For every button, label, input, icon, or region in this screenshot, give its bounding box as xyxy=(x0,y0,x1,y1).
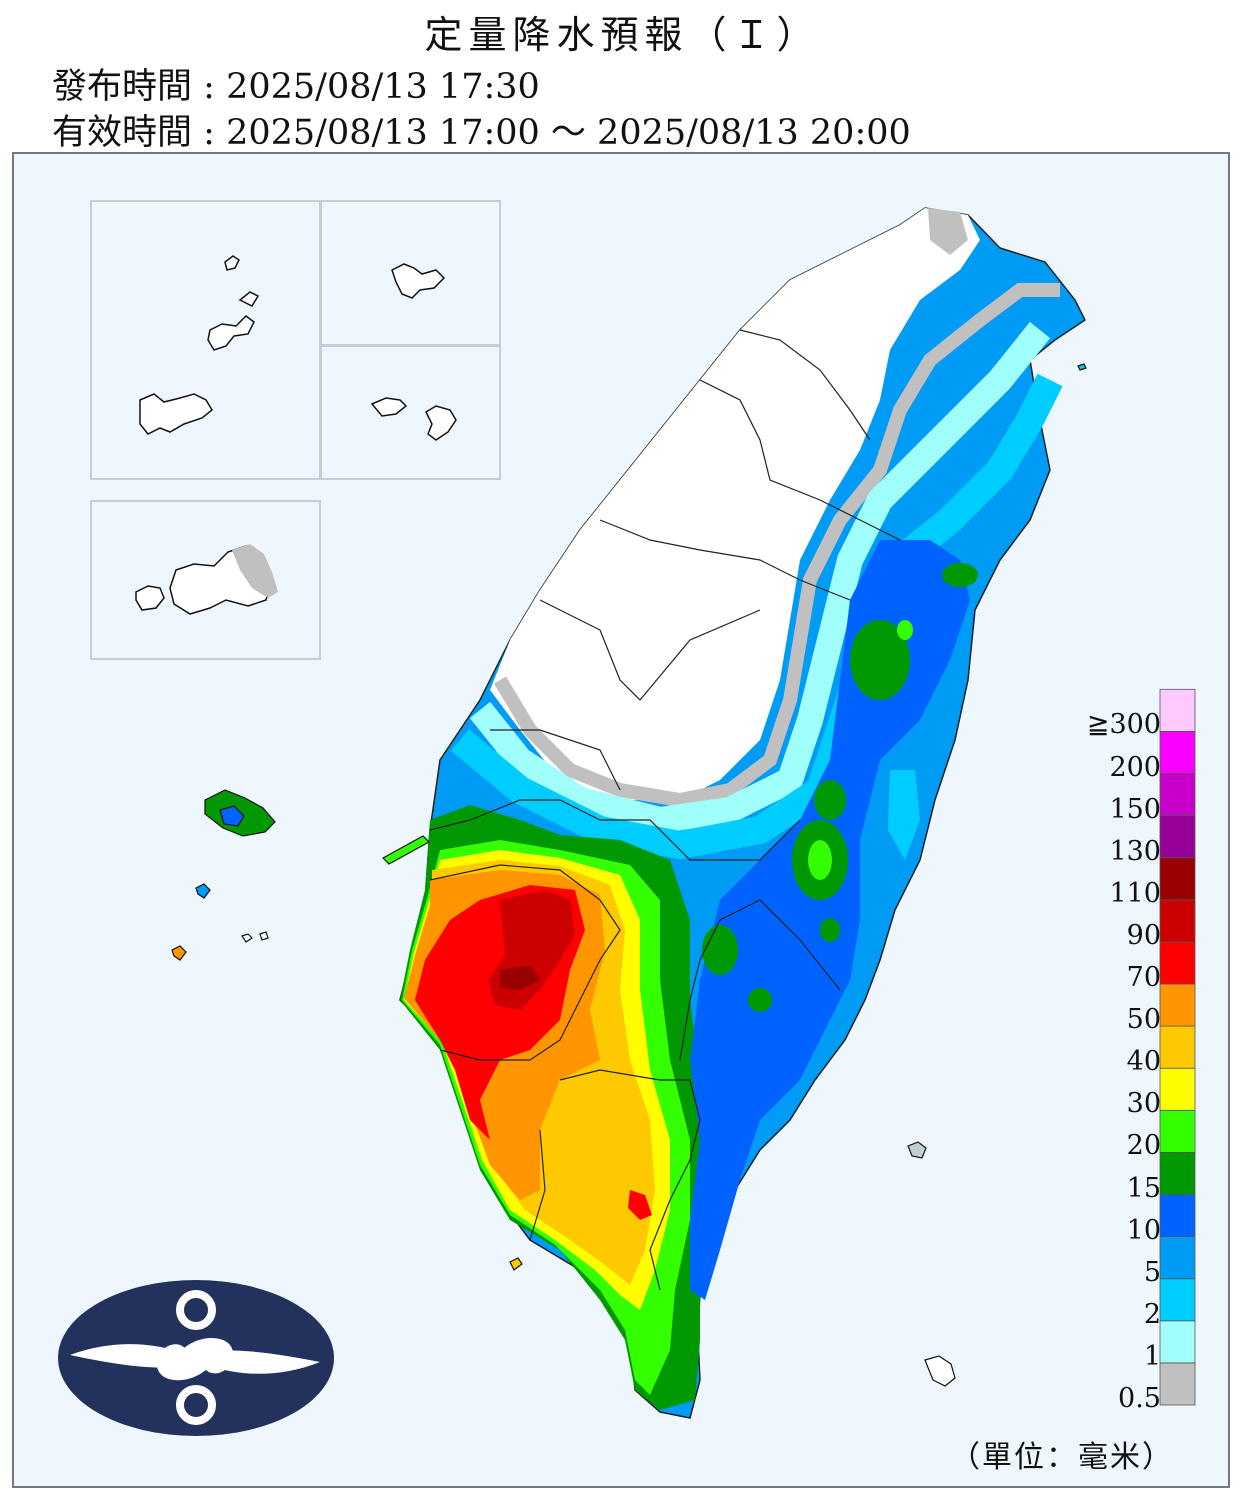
legend-swatch xyxy=(1159,1278,1196,1322)
legend-swatch xyxy=(1159,1067,1196,1111)
legend-swatch xyxy=(1159,1194,1196,1237)
east-green-spots xyxy=(702,563,978,1012)
legend-swatch xyxy=(1159,688,1196,732)
legend-label: 1 xyxy=(1143,1340,1161,1372)
legend-swatch xyxy=(1159,899,1196,943)
legend-label: 20 xyxy=(1126,1130,1161,1162)
legend-label: 2 xyxy=(1143,1298,1161,1330)
legend-unit: （單位：毫米） xyxy=(950,1440,1174,1475)
legend-swatch xyxy=(1159,815,1196,859)
legend-label: 0.5 xyxy=(1118,1383,1161,1414)
east-islands xyxy=(382,363,1087,1387)
penghu-islands xyxy=(171,789,276,961)
north-dry-area xyxy=(490,208,980,800)
legend-swatch xyxy=(1159,731,1196,774)
legend-label: 50 xyxy=(1126,1004,1161,1036)
legend-swatch xyxy=(1159,1109,1196,1153)
grey-cap xyxy=(928,208,968,255)
legend-label: 110 xyxy=(1109,877,1161,909)
legend-label: 5 xyxy=(1143,1256,1161,1288)
issue-time: 2025/08/13 17:30 xyxy=(226,67,540,107)
county-boundaries xyxy=(429,329,901,1291)
inset-matsu-box xyxy=(90,200,321,480)
legend-color-bar xyxy=(1159,688,1196,1406)
legend-swatch xyxy=(1159,773,1196,816)
lieyu-island xyxy=(135,585,165,611)
legend-swatch xyxy=(1159,1025,1196,1069)
dongyin-island xyxy=(391,263,446,299)
inset-islands xyxy=(135,255,457,615)
matsu-south-island xyxy=(139,393,213,435)
legend-swatch xyxy=(1159,1320,1196,1364)
valid-label: 有效時間 xyxy=(52,113,193,153)
matsu-north-islands xyxy=(207,255,260,351)
legend-swatch xyxy=(1159,1362,1196,1406)
grey-band xyxy=(493,283,1060,808)
east-lime-spots xyxy=(808,620,913,880)
south-red-patch xyxy=(628,1190,652,1220)
maroon-zone xyxy=(500,965,540,990)
east-cyan-patch xyxy=(888,770,920,860)
inset-juguang-box xyxy=(320,345,501,480)
legend-label: 40 xyxy=(1126,1046,1161,1078)
legend-label: 30 xyxy=(1126,1088,1161,1120)
legend-swatch xyxy=(1159,857,1196,901)
juguang-islands xyxy=(370,397,457,441)
legend-label: 200 xyxy=(1109,751,1161,783)
map-title: 定量降水預報（Ｉ） xyxy=(424,13,821,57)
legend-label: 130 xyxy=(1109,835,1161,867)
kinmen-rain-area xyxy=(232,544,278,598)
cyan-band xyxy=(469,321,1051,834)
legend-swatch xyxy=(1159,1236,1196,1280)
cwa-logo-icon xyxy=(58,1280,334,1436)
legend-label: 150 xyxy=(1109,793,1161,825)
legend-label: 15 xyxy=(1126,1172,1161,1204)
inset-boxes xyxy=(90,200,501,660)
valid-time: 2025/08/13 17:00 ～ 2025/08/13 20:00 xyxy=(226,113,911,153)
legend-label: 90 xyxy=(1126,919,1161,951)
inset-kinmen-box xyxy=(90,500,321,660)
legend-label: 70 xyxy=(1126,962,1161,993)
legend-swatch xyxy=(1159,983,1196,1027)
legend-label: ≧300 xyxy=(1086,709,1161,741)
valid-time-line: 有效時間 : 2025/08/13 17:00 ～ 2025/08/13 20:… xyxy=(52,113,911,153)
legend-label: 10 xyxy=(1126,1214,1161,1246)
legend-swatch xyxy=(1159,941,1196,985)
issue-label: 發布時間 xyxy=(52,67,193,107)
issue-time-line: 發布時間 : 2025/08/13 17:30 xyxy=(52,67,540,107)
legend-swatch xyxy=(1159,1152,1196,1195)
